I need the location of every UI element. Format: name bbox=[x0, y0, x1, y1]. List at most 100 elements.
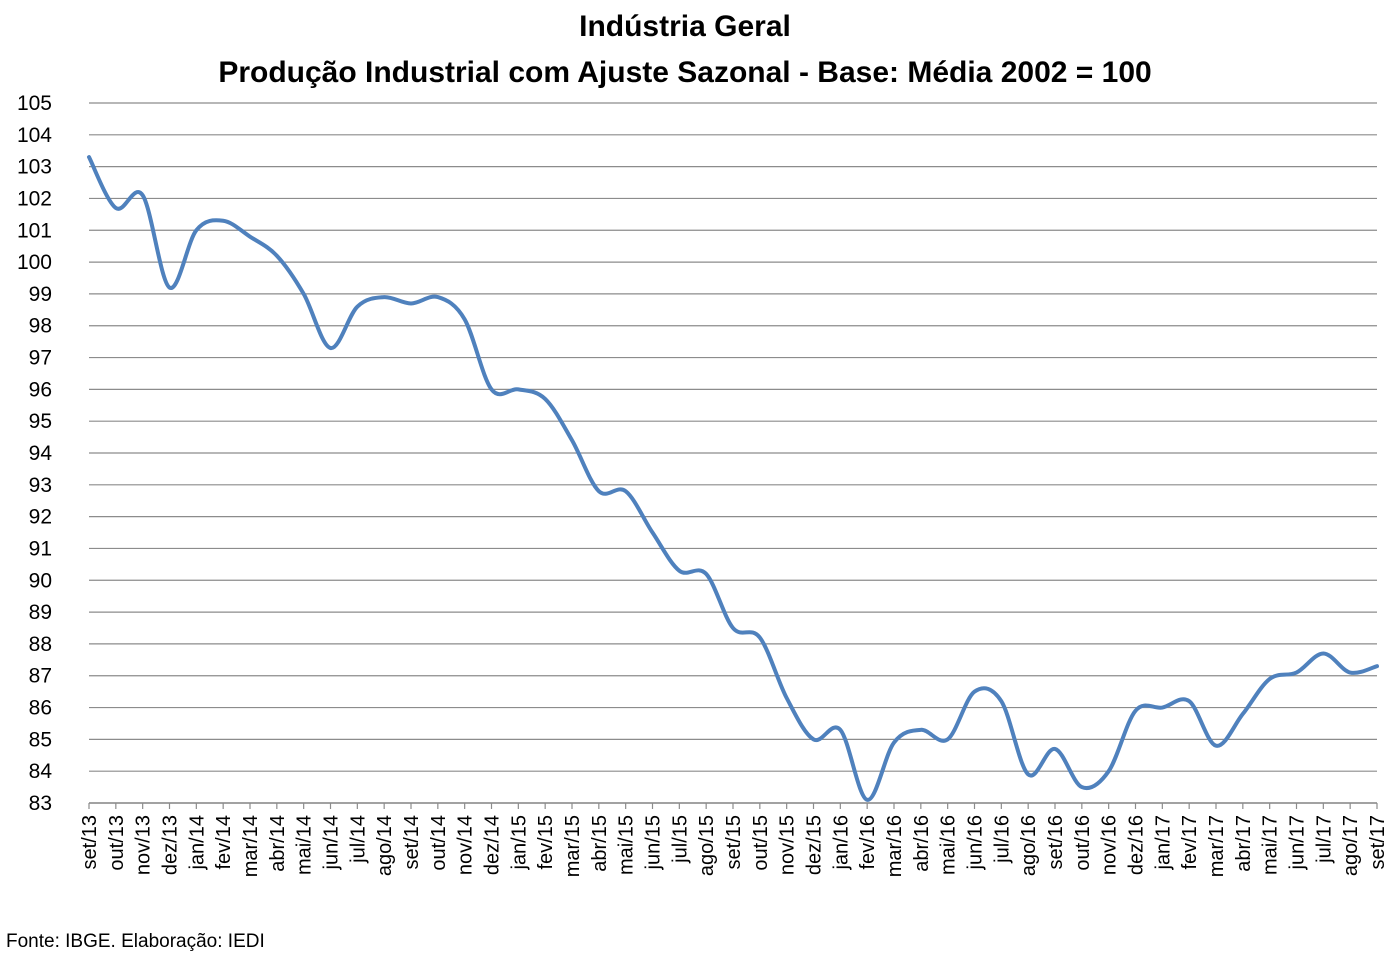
x-tick-label: dez/14 bbox=[482, 815, 504, 875]
x-tick-label: set/15 bbox=[723, 815, 745, 869]
y-tick-label: 98 bbox=[29, 315, 52, 338]
data-point bbox=[168, 286, 172, 290]
x-tick-label: abr/15 bbox=[589, 815, 611, 872]
x-tick-label: fev/17 bbox=[1179, 815, 1201, 869]
data-point bbox=[1080, 785, 1084, 789]
y-tick-label: 86 bbox=[29, 697, 52, 720]
x-tick-label: out/16 bbox=[1072, 815, 1094, 871]
source-note: Fonte: IBGE. Elaboração: IEDI bbox=[6, 931, 265, 952]
data-point bbox=[1134, 709, 1138, 713]
y-tick-label: 96 bbox=[29, 378, 52, 401]
x-tick-label: out/15 bbox=[750, 815, 772, 871]
x-tick-label: jun/17 bbox=[1287, 815, 1309, 871]
x-tick-label: ago/17 bbox=[1340, 815, 1362, 876]
series-line bbox=[87, 155, 1379, 802]
data-point bbox=[141, 193, 145, 197]
data-point bbox=[570, 438, 574, 442]
data-point bbox=[1026, 772, 1030, 776]
x-tick-label: jul/16 bbox=[991, 815, 1013, 864]
y-tick-label: 94 bbox=[29, 442, 53, 465]
y-tick-label: 90 bbox=[29, 569, 52, 592]
y-tick-label: 93 bbox=[29, 474, 52, 497]
x-tick-label: dez/13 bbox=[160, 815, 182, 875]
x-tick-label: mai/14 bbox=[294, 815, 316, 875]
x-tick-label: out/13 bbox=[106, 815, 128, 871]
x-tick-label: jun/14 bbox=[321, 815, 343, 871]
y-tick-label: 89 bbox=[29, 601, 52, 624]
series-area bbox=[87, 155, 1379, 802]
x-tick-label: set/16 bbox=[1045, 815, 1067, 869]
data-point bbox=[355, 305, 359, 309]
chart-subtitle: Produção Industrial com Ajuste Sazonal -… bbox=[218, 56, 1152, 89]
data-point bbox=[1295, 671, 1299, 675]
x-tick-label: mar/15 bbox=[562, 815, 584, 877]
x-tick-label: mai/16 bbox=[938, 815, 960, 875]
y-tick-label: 105 bbox=[17, 92, 52, 115]
data-point bbox=[1348, 671, 1352, 675]
data-point bbox=[275, 254, 279, 258]
data-point bbox=[919, 728, 923, 732]
y-tick-label: 88 bbox=[29, 633, 52, 656]
data-point bbox=[302, 292, 306, 296]
x-tick-label: jun/15 bbox=[643, 815, 665, 871]
data-point bbox=[1107, 769, 1111, 773]
x-tick-label: set/13 bbox=[79, 815, 101, 869]
data-point bbox=[838, 728, 842, 732]
x-tick-label: ago/16 bbox=[1018, 815, 1040, 876]
data-point bbox=[1375, 664, 1379, 668]
data-point bbox=[677, 569, 681, 573]
x-tick-label: mai/15 bbox=[616, 815, 638, 875]
x-tick-label: fev/16 bbox=[857, 815, 879, 869]
y-tick-label: 87 bbox=[29, 665, 52, 688]
data-point bbox=[409, 301, 413, 305]
data-point bbox=[543, 397, 547, 401]
x-tick-label: set/17 bbox=[1367, 815, 1389, 869]
x-tick-label: nov/16 bbox=[1099, 815, 1121, 875]
x-tick-label: ago/14 bbox=[374, 815, 396, 876]
x-tick-label: dez/16 bbox=[1126, 815, 1148, 875]
x-tick-label: abr/17 bbox=[1233, 815, 1255, 872]
x-tick-label: jun/16 bbox=[965, 815, 987, 871]
y-tick-label: 100 bbox=[17, 251, 52, 274]
x-tick-label: dez/15 bbox=[804, 815, 826, 875]
data-point bbox=[865, 798, 869, 802]
y-axis: 83 84 85 86 87 88 89 90 91 92 93 94 95 96 97 98 99 100 101… bbox=[17, 92, 52, 815]
data-point bbox=[1160, 706, 1164, 710]
y-tick-label: 103 bbox=[17, 156, 52, 179]
x-tick-label: mar/16 bbox=[884, 815, 906, 877]
x-axis: set/13 out/13 nov/13 dez/13 jan/14 fev/14 mar/… bbox=[79, 802, 1389, 877]
data-point bbox=[463, 317, 467, 321]
data-point bbox=[1268, 677, 1272, 681]
chart-title: Indústria Geral bbox=[579, 10, 791, 43]
data-point bbox=[651, 531, 655, 535]
data-point bbox=[731, 626, 735, 630]
data-point bbox=[1053, 747, 1057, 751]
data-point bbox=[436, 295, 440, 299]
x-tick-label: abr/14 bbox=[267, 815, 289, 872]
x-tick-label: jul/15 bbox=[669, 815, 691, 864]
y-tick-label: 95 bbox=[29, 410, 52, 433]
y-tick-label: 104 bbox=[17, 124, 52, 147]
y-tick-label: 101 bbox=[17, 219, 52, 242]
gridlines bbox=[89, 102, 1377, 804]
x-tick-label: nov/15 bbox=[777, 815, 799, 875]
x-tick-label: mar/17 bbox=[1206, 815, 1228, 877]
y-tick-label: 102 bbox=[17, 187, 52, 210]
x-tick-label: fev/14 bbox=[213, 815, 235, 869]
x-tick-label: jan/16 bbox=[830, 815, 852, 871]
x-tick-label: out/14 bbox=[428, 815, 450, 871]
data-point bbox=[329, 346, 333, 350]
y-tick-label: 92 bbox=[29, 506, 52, 529]
x-tick-label: nov/14 bbox=[455, 815, 477, 875]
data-point bbox=[221, 219, 225, 223]
x-tick-label: jul/14 bbox=[347, 815, 369, 864]
data-point bbox=[194, 228, 198, 232]
x-tick-label: jan/17 bbox=[1152, 815, 1174, 871]
x-tick-label: jan/14 bbox=[186, 815, 208, 871]
data-point bbox=[999, 699, 1003, 703]
data-point bbox=[1241, 712, 1245, 716]
data-point bbox=[248, 235, 252, 239]
data-point bbox=[597, 489, 601, 493]
y-tick-label: 99 bbox=[29, 283, 52, 306]
